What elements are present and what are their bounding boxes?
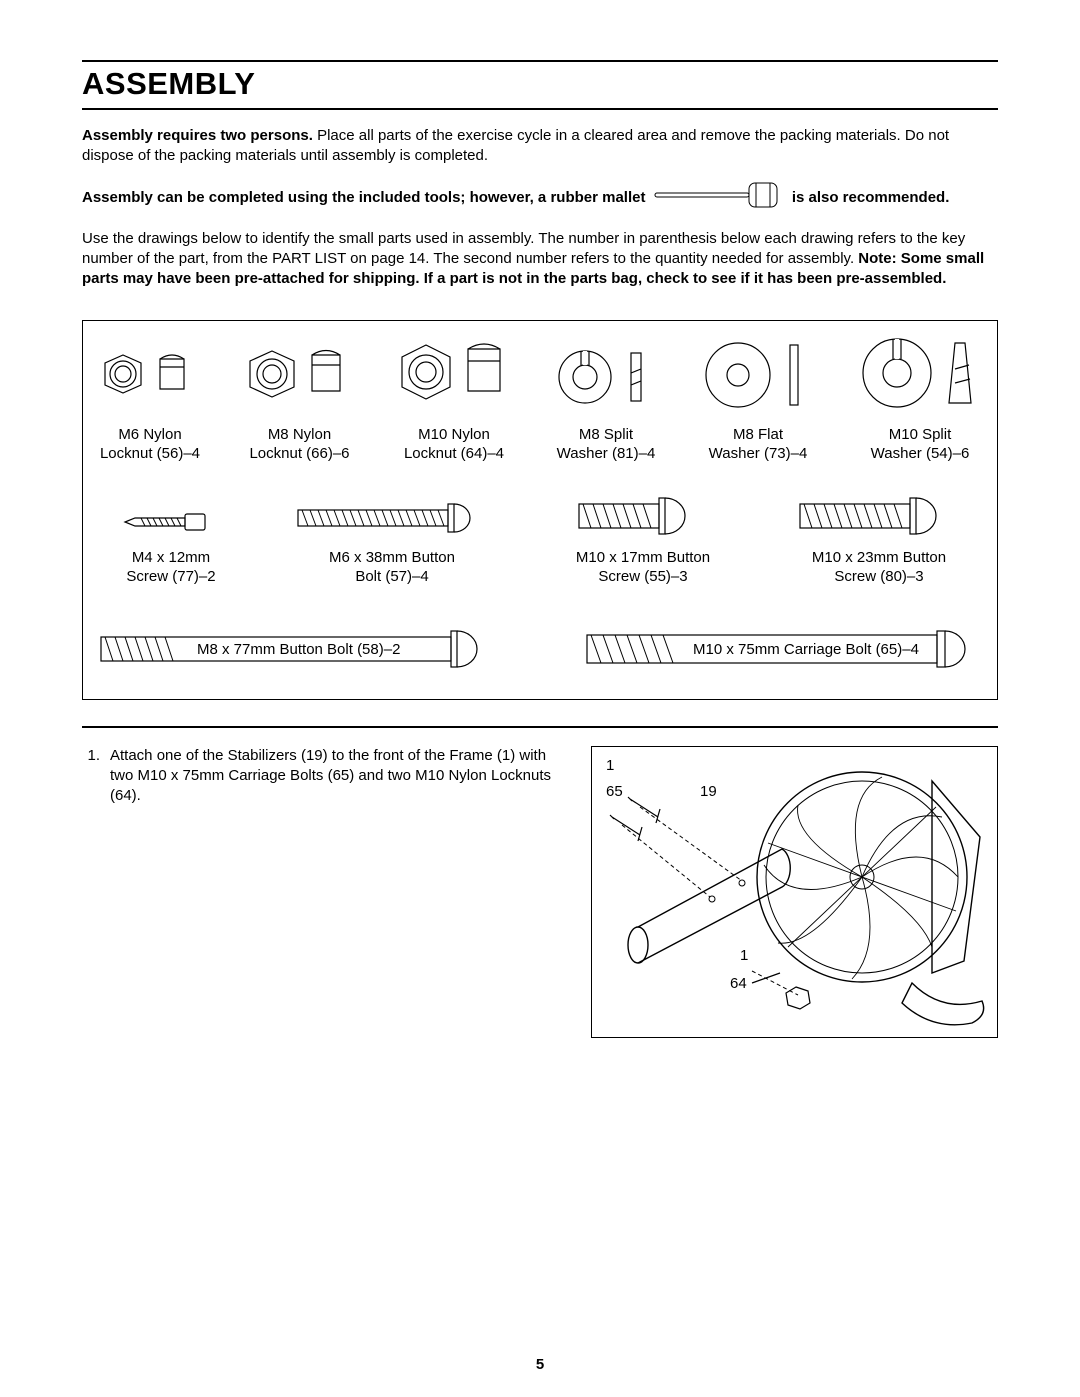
mallet-before: Assembly can be completed using the incl… [82,189,645,206]
part-label: Screw (77)–2 [101,567,241,587]
part-label: Washer (81)–4 [551,444,661,464]
part-bolt-m8-77: M8 x 77mm Button Bolt (58)–2 [97,621,497,677]
intro-paragraph: Assembly requires two persons. Place all… [82,126,998,167]
part-label: Screw (80)–3 [779,567,979,587]
part-label: M10 Split [855,425,985,445]
part-washer-m10-split: M10 Split Washer (54)–6 [855,337,985,464]
mallet-after: is also recommended. [792,189,950,206]
part-washer-m8-flat: M8 Flat Washer (73)–4 [698,341,818,464]
part-washer-m8-split: M8 Split Washer (81)–4 [551,345,661,464]
section-divider [82,726,998,728]
intro-lead-bold: Assembly requires two persons. [82,127,313,144]
parts-row-2: M4 x 12mm Screw (77)–2 [95,492,985,587]
step-body: Attach one of the Stabilizers (19) to th… [110,746,569,1038]
part-label: M10 x 75mm Carriage Bolt (65)–4 [693,641,919,658]
fig-label-65: 65 [606,783,623,800]
assembly-step-1: 1. Attach one of the Stabilizers (19) to… [82,746,998,1038]
part-bolt-m10-75: M10 x 75mm Carriage Bolt (65)–4 [583,619,983,679]
part-label: Screw (55)–3 [543,567,743,587]
part-label: Locknut (64)–4 [394,444,514,464]
part-label: Bolt (57)–4 [277,567,507,587]
step-text: 1. Attach one of the Stabilizers (19) to… [82,746,569,1038]
part-label: Locknut (66)–6 [242,444,357,464]
page-number: 5 [0,1356,1080,1373]
step-number: 1. [82,746,100,1038]
parts-row-3: M8 x 77mm Button Bolt (58)–2 M10 x 75mm … [95,619,985,679]
part-label: M8 Nylon [242,425,357,445]
part-locknut-m10: M10 Nylon Locknut (64)–4 [394,341,514,464]
fig-label-1: 1 [740,947,748,964]
part-locknut-m6: M6 Nylon Locknut (56)–4 [95,347,205,464]
part-label: M10 x 17mm Button [543,548,743,568]
part-locknut-m8: M8 Nylon Locknut (66)–6 [242,345,357,464]
assembly-diagram-icon [592,747,997,1037]
part-screw-m4: M4 x 12mm Screw (77)–2 [101,500,241,587]
part-screw-m10-17: M10 x 17mm Button Screw (55)–3 [543,492,743,587]
part-label: Washer (54)–6 [855,444,985,464]
part-screw-m10-23: M10 x 23mm Button Screw (80)–3 [779,492,979,587]
mallet-paragraph: Assembly can be completed using the incl… [82,181,998,215]
parts-row-1: M6 Nylon Locknut (56)–4 M8 Nylon Locknut… [95,337,985,464]
part-label: M8 Flat [698,425,818,445]
step-figure: 1 65 19 1 64 [591,746,998,1038]
part-label: M8 x 77mm Button Bolt (58)–2 [197,641,400,658]
fig-label-step: 1 [606,757,614,774]
parts-intro-paragraph: Use the drawings below to identify the s… [82,229,998,290]
mallet-icon [654,181,784,215]
part-label: M10 Nylon [394,425,514,445]
part-label: M4 x 12mm [101,548,241,568]
page-heading: ASSEMBLY [82,60,998,110]
part-label: M10 x 23mm Button [779,548,979,568]
part-bolt-m6-38: M6 x 38mm Button Bolt (57)–4 [277,496,507,587]
fig-label-19: 19 [700,783,717,800]
part-label: Locknut (56)–4 [95,444,205,464]
parts-intro-plain: Use the drawings below to identify the s… [82,230,965,267]
part-label: M8 Split [551,425,661,445]
part-label: M6 Nylon [95,425,205,445]
fig-label-64: 64 [730,975,747,992]
part-label: Washer (73)–4 [698,444,818,464]
parts-identification-box: M6 Nylon Locknut (56)–4 M8 Nylon Locknut… [82,320,998,700]
part-label: M6 x 38mm Button [277,548,507,568]
